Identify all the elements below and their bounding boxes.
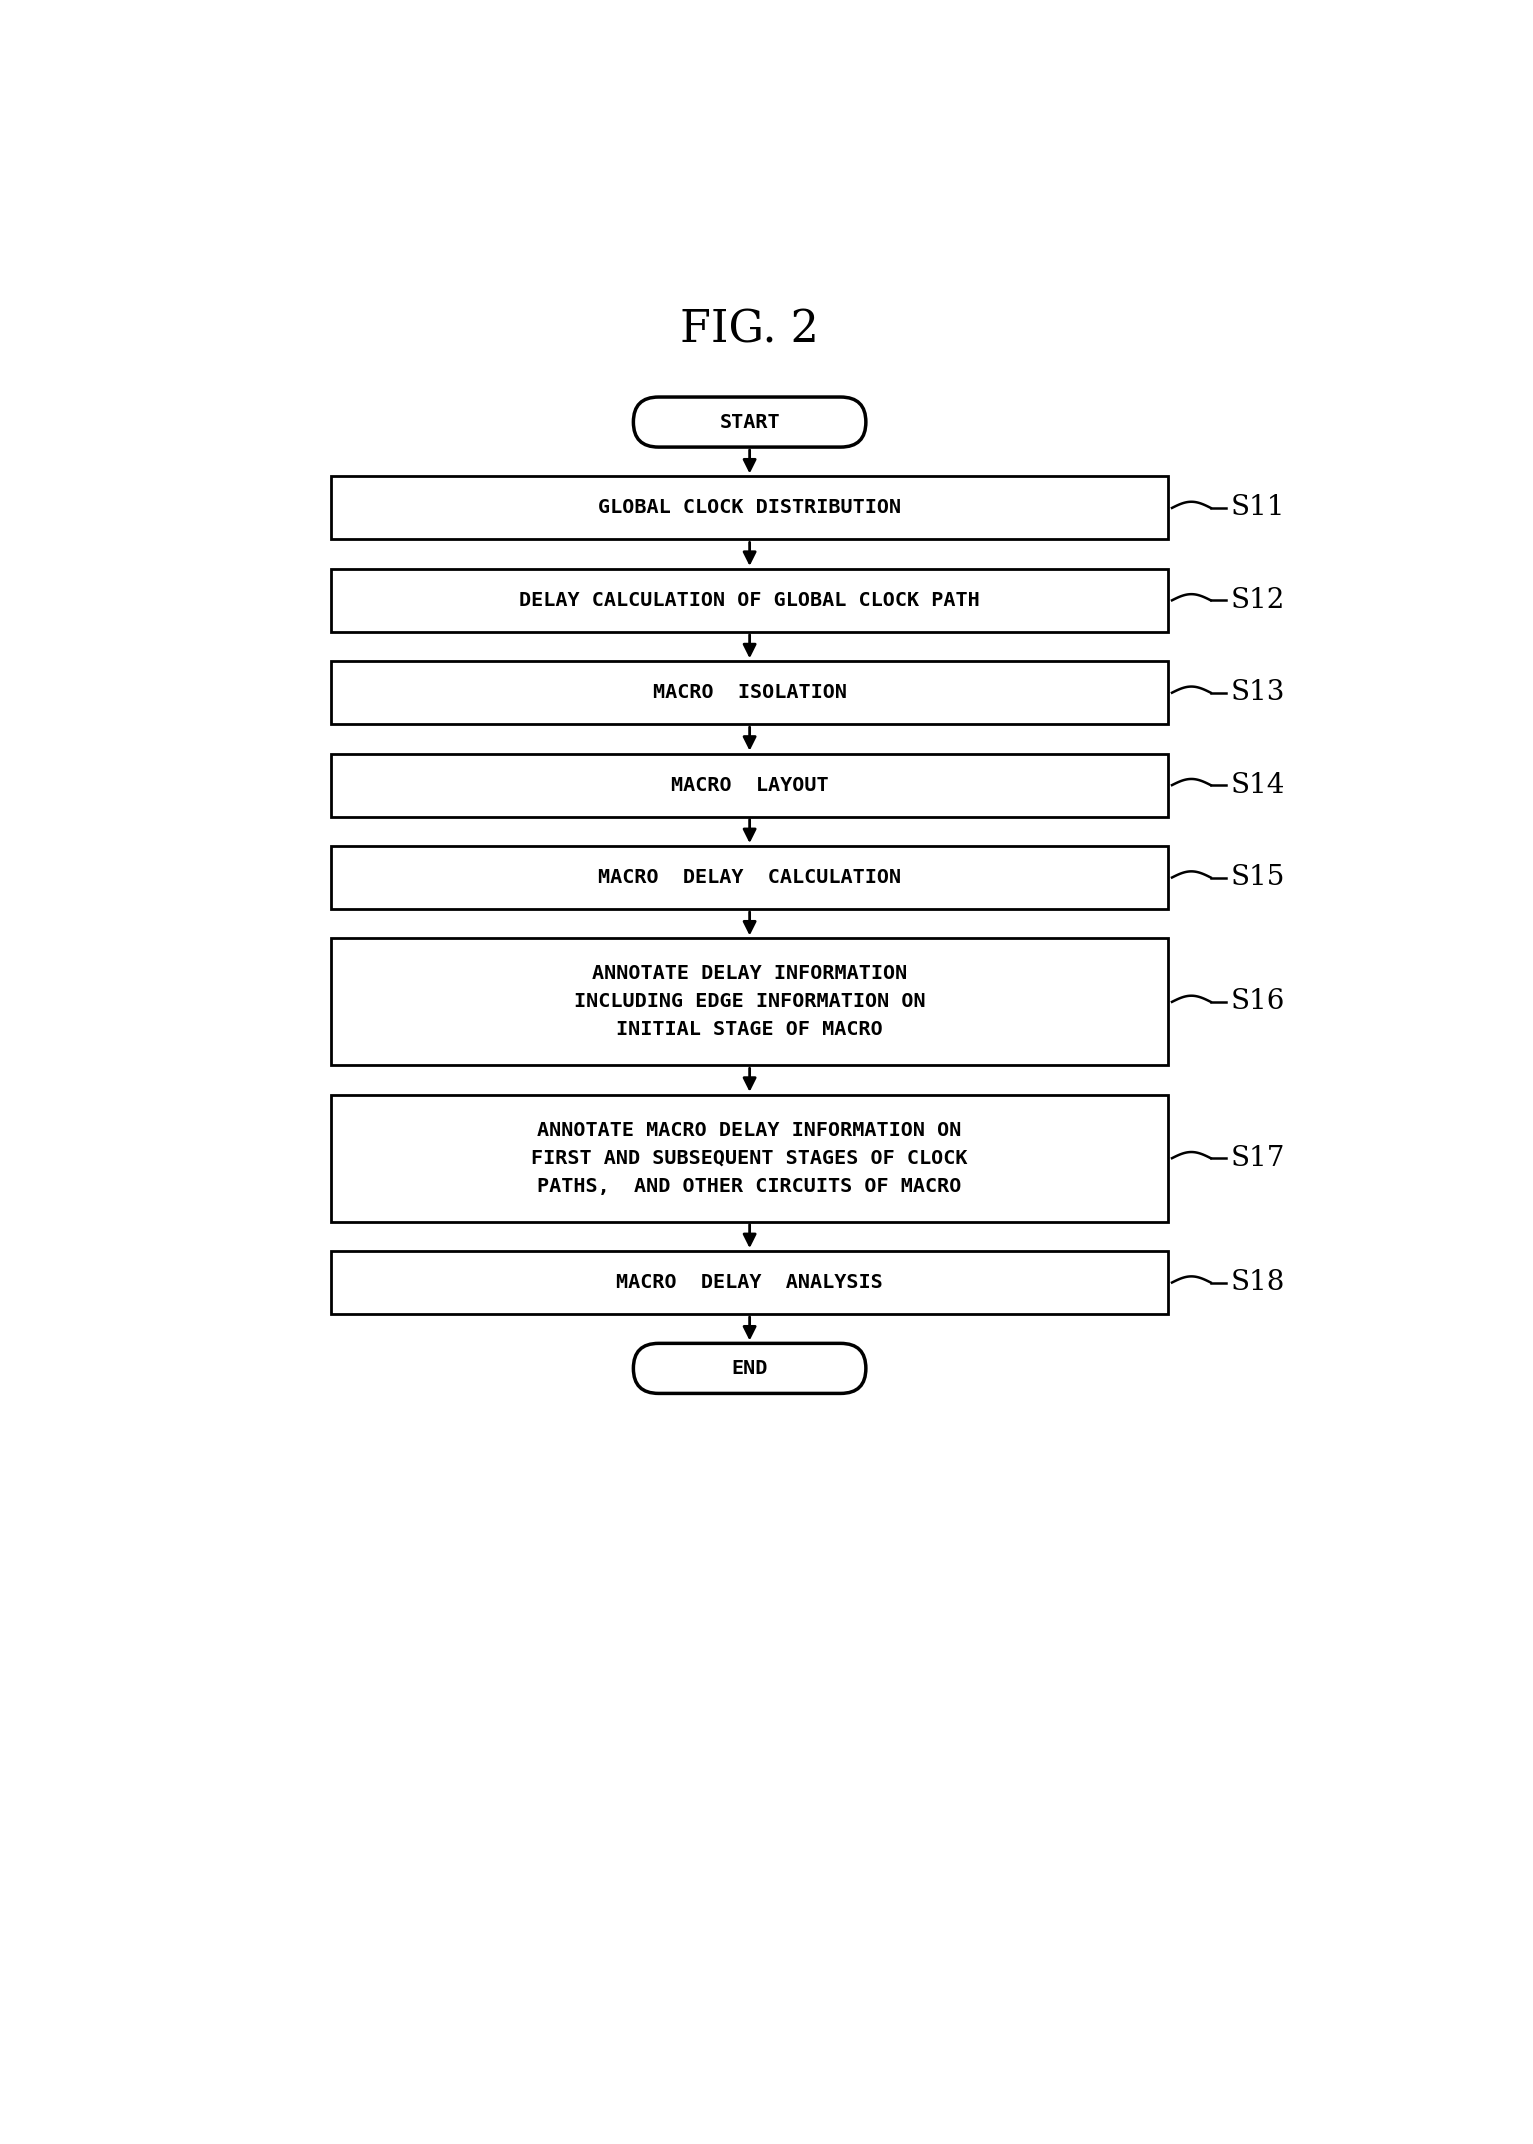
Text: S13: S13 — [1229, 680, 1285, 705]
Text: S11: S11 — [1229, 495, 1285, 521]
Text: GLOBAL CLOCK DISTRIBUTION: GLOBAL CLOCK DISTRIBUTION — [598, 497, 901, 517]
Text: S12: S12 — [1229, 587, 1285, 613]
FancyBboxPatch shape — [633, 397, 866, 448]
Bar — [331, 1250, 1168, 1314]
Text: FIG. 2: FIG. 2 — [681, 309, 819, 352]
Text: S18: S18 — [1229, 1269, 1285, 1295]
FancyBboxPatch shape — [633, 1344, 866, 1394]
Bar — [331, 476, 1168, 540]
Text: S15: S15 — [1229, 864, 1285, 892]
Text: MACRO  DELAY  ANALYSIS: MACRO DELAY ANALYSIS — [616, 1274, 883, 1293]
Bar — [331, 939, 1168, 1066]
Text: DELAY CALCULATION OF GLOBAL CLOCK PATH: DELAY CALCULATION OF GLOBAL CLOCK PATH — [520, 592, 980, 609]
Bar — [331, 1096, 1168, 1222]
Text: S16: S16 — [1229, 988, 1285, 1016]
Text: S14: S14 — [1229, 772, 1285, 798]
Text: MACRO  ISOLATION: MACRO ISOLATION — [653, 684, 846, 703]
Text: END: END — [731, 1359, 768, 1379]
Text: START: START — [719, 412, 780, 431]
Text: MACRO  DELAY  CALCULATION: MACRO DELAY CALCULATION — [598, 868, 901, 888]
Bar — [331, 568, 1168, 632]
Text: S17: S17 — [1229, 1145, 1285, 1171]
Text: ANNOTATE DELAY INFORMATION
INCLUDING EDGE INFORMATION ON
INITIAL STAGE OF MACRO: ANNOTATE DELAY INFORMATION INCLUDING EDG… — [573, 965, 926, 1040]
Bar — [331, 753, 1168, 817]
Text: MACRO  LAYOUT: MACRO LAYOUT — [671, 776, 828, 795]
Bar — [331, 847, 1168, 909]
Text: ANNOTATE MACRO DELAY INFORMATION ON
FIRST AND SUBSEQUENT STAGES OF CLOCK
PATHS, : ANNOTATE MACRO DELAY INFORMATION ON FIRS… — [532, 1121, 967, 1196]
Bar — [331, 660, 1168, 725]
